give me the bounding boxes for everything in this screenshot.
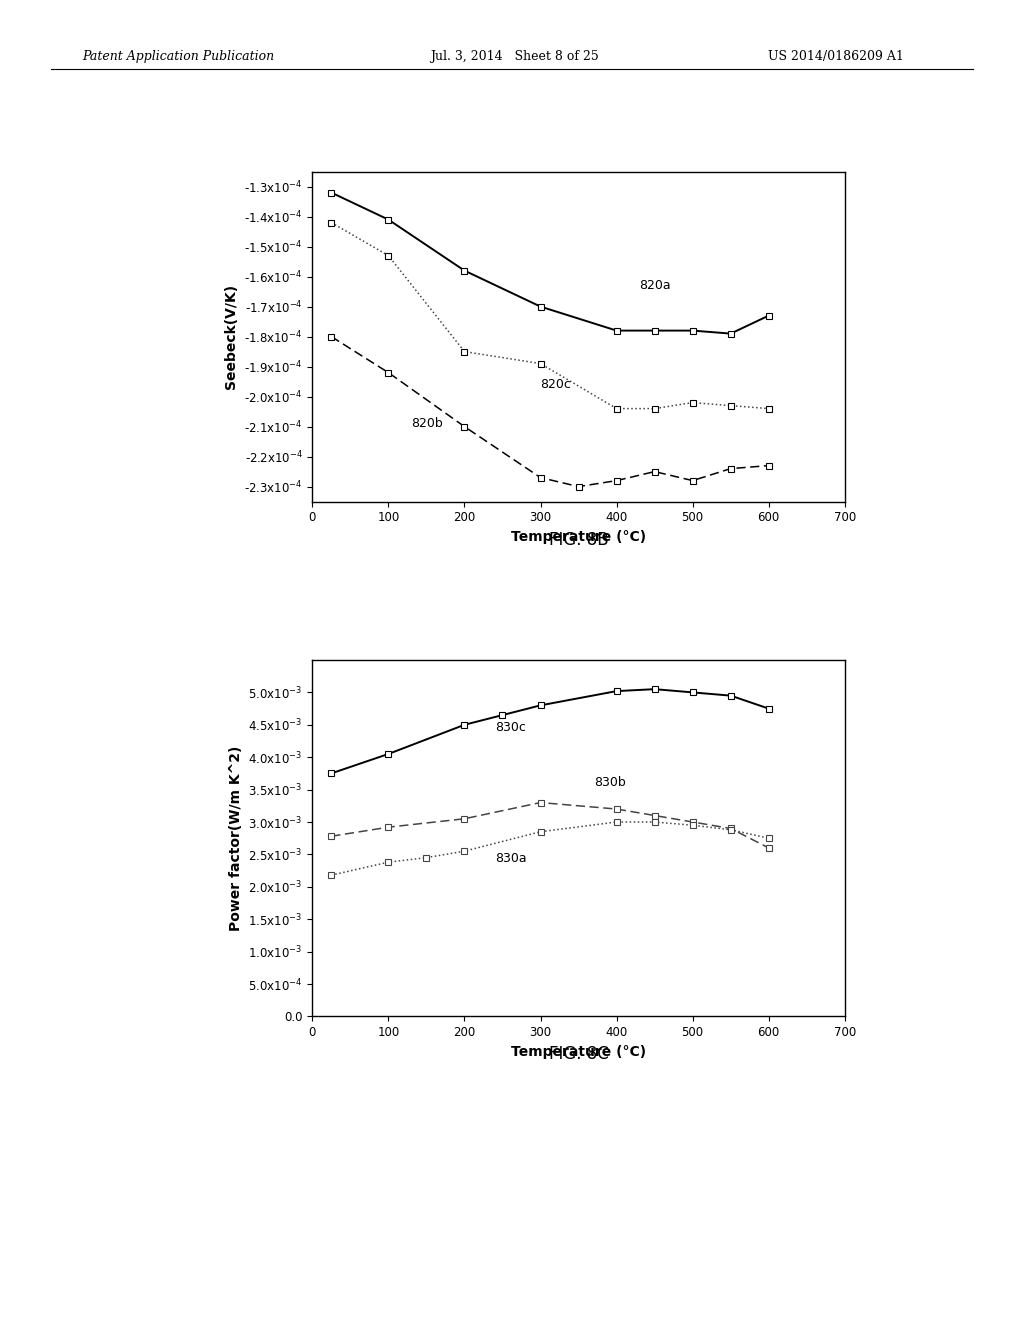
Text: 830b: 830b [594,776,626,789]
X-axis label: Temperature (°C): Temperature (°C) [511,529,646,544]
Text: 820a: 820a [639,279,671,292]
Text: FIG. 8B: FIG. 8B [549,531,608,549]
Text: 830a: 830a [495,853,526,865]
Y-axis label: Power factor(W/m K^2): Power factor(W/m K^2) [228,746,243,931]
Text: 820c: 820c [541,378,571,391]
Text: FIG. 8C: FIG. 8C [549,1045,608,1064]
Text: US 2014/0186209 A1: US 2014/0186209 A1 [768,50,904,63]
Text: Patent Application Publication: Patent Application Publication [82,50,274,63]
Y-axis label: Seebeck(V/K): Seebeck(V/K) [224,284,239,389]
X-axis label: Temperature (°C): Temperature (°C) [511,1044,646,1059]
Text: Jul. 3, 2014   Sheet 8 of 25: Jul. 3, 2014 Sheet 8 of 25 [430,50,599,63]
Text: 830c: 830c [495,721,525,734]
Text: 820b: 820b [412,417,443,429]
